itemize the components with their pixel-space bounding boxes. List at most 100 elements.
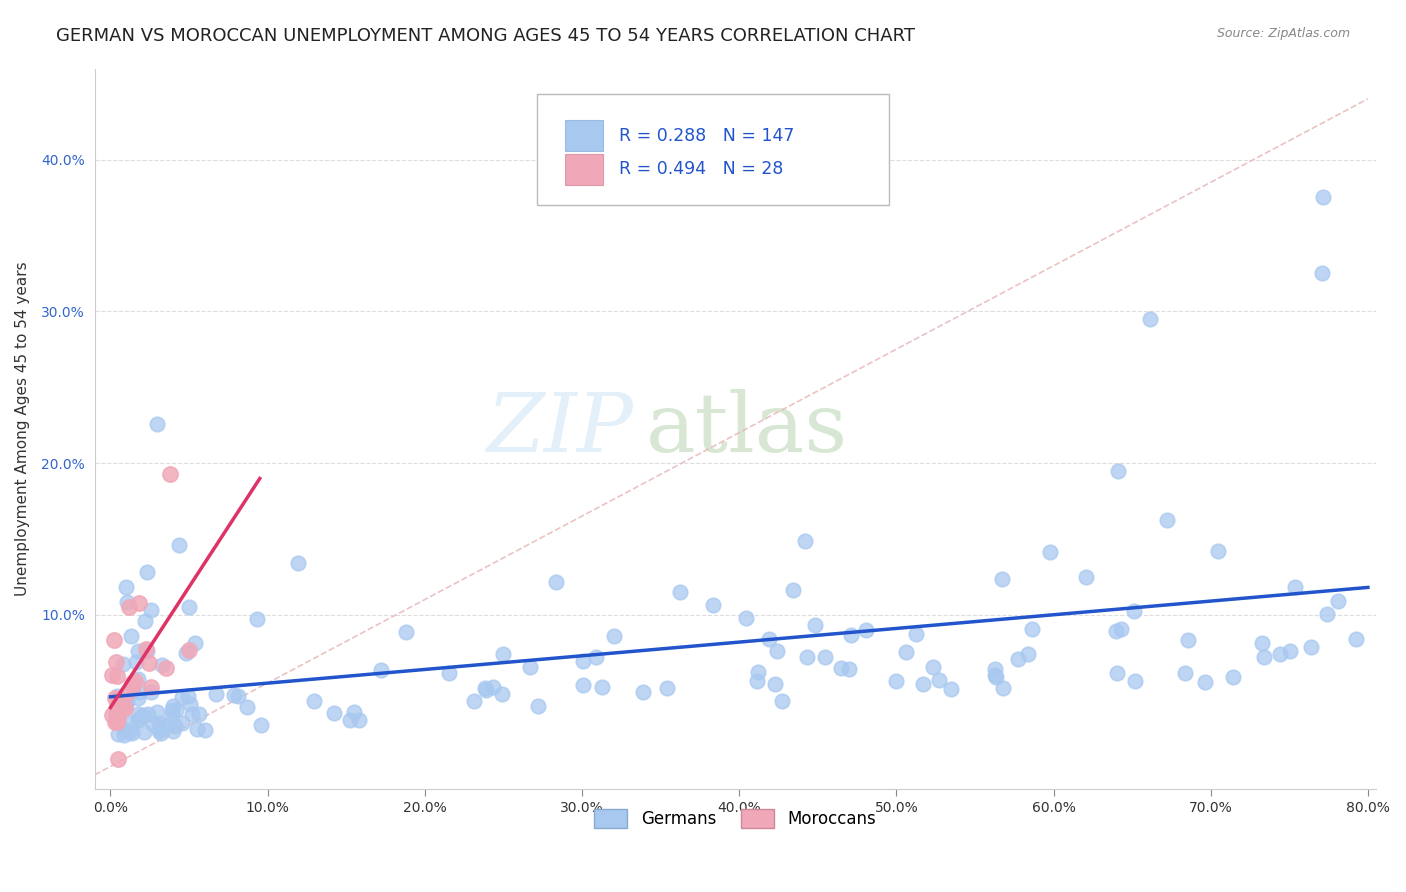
Point [127, 643, 149, 657]
Point [1123, 605, 1146, 619]
Point [104, 715, 127, 730]
Point [1284, 580, 1306, 594]
Point [770, 693, 793, 707]
Point [991, 572, 1014, 586]
Point [226, 689, 249, 703]
Point [884, 674, 907, 689]
Point [1310, 266, 1333, 280]
Point [103, 633, 125, 648]
Point [475, 682, 498, 697]
Point [121, 726, 143, 740]
Point [139, 680, 162, 694]
Point [138, 656, 160, 670]
Point [922, 660, 945, 674]
Point [128, 685, 150, 699]
Point [655, 681, 678, 696]
Point [347, 713, 370, 727]
Point [118, 715, 141, 730]
Point [105, 705, 128, 719]
Point [745, 673, 768, 688]
Point [1268, 647, 1291, 661]
Point [1278, 644, 1301, 658]
Point [155, 661, 177, 675]
Point [150, 657, 173, 672]
Point [830, 660, 852, 674]
Point [159, 467, 181, 481]
Point [1316, 607, 1339, 621]
Point [167, 538, 190, 552]
Point [463, 694, 485, 708]
Text: R = 0.494   N = 28: R = 0.494 N = 28 [619, 161, 783, 178]
Point [224, 688, 246, 702]
Point [165, 719, 187, 733]
Point [603, 629, 626, 643]
Point [572, 654, 595, 668]
Point [135, 565, 157, 579]
Point [246, 612, 269, 626]
Point [1156, 512, 1178, 526]
Point [343, 705, 366, 719]
Text: GERMAN VS MOROCCAN UNEMPLOYMENT AMONG AGES 45 TO 54 YEARS CORRELATION CHART: GERMAN VS MOROCCAN UNEMPLOYMENT AMONG AG… [56, 27, 915, 45]
Point [170, 716, 193, 731]
Point [1253, 649, 1275, 664]
Point [134, 614, 156, 628]
Point [1301, 640, 1323, 655]
Point [1039, 545, 1062, 559]
Point [250, 718, 273, 732]
Text: R = 0.288   N = 147: R = 0.288 N = 147 [619, 127, 794, 145]
Point [747, 665, 769, 679]
Point [734, 610, 756, 624]
Point [796, 650, 818, 665]
Point [124, 656, 146, 670]
Point [129, 711, 152, 725]
Point [804, 618, 827, 632]
Point [105, 699, 128, 714]
Point [912, 677, 935, 691]
Point [101, 668, 124, 682]
Point [984, 668, 1007, 682]
Point [492, 647, 515, 661]
Point [395, 625, 418, 640]
Point [128, 596, 150, 610]
Point [127, 713, 149, 727]
Point [482, 680, 505, 694]
Point [149, 725, 172, 739]
Point [135, 641, 157, 656]
Point [149, 721, 172, 735]
Point [1021, 622, 1043, 636]
Point [838, 663, 860, 677]
Point [132, 708, 155, 723]
Point [702, 598, 724, 612]
Point [105, 708, 128, 723]
Point [1105, 666, 1128, 681]
Point [322, 706, 344, 720]
Point [118, 725, 141, 739]
Point [127, 707, 149, 722]
Point [991, 681, 1014, 696]
Point [139, 685, 162, 699]
Point [1174, 665, 1197, 680]
Point [107, 752, 129, 766]
Point [1194, 675, 1216, 690]
Point [160, 708, 183, 723]
Point [194, 723, 217, 737]
Point [1123, 674, 1146, 689]
Point [165, 703, 187, 717]
Point [186, 722, 208, 736]
Point [104, 690, 127, 705]
Point [302, 693, 325, 707]
FancyBboxPatch shape [537, 94, 889, 205]
Point [139, 603, 162, 617]
Point [766, 644, 789, 658]
Point [107, 711, 129, 725]
Point [519, 660, 541, 674]
Point [287, 557, 309, 571]
Point [179, 697, 201, 711]
Point [187, 706, 209, 721]
Point [107, 727, 129, 741]
Point [148, 716, 170, 731]
FancyBboxPatch shape [565, 120, 603, 151]
Point [633, 684, 655, 698]
Point [184, 636, 207, 650]
Point [928, 673, 950, 687]
